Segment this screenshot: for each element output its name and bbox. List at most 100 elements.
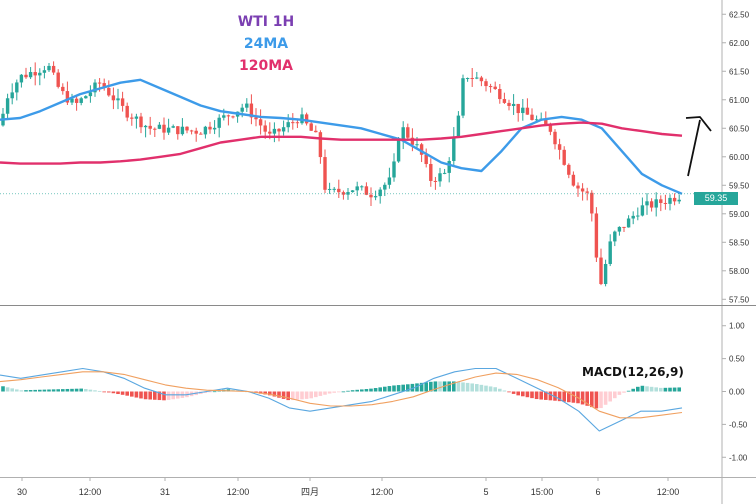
macd-histogram-bar [557, 391, 562, 402]
macd-histogram-bar [56, 389, 60, 392]
candle-body [51, 65, 56, 73]
candle-body [281, 127, 286, 132]
macd-histogram-bar [295, 391, 300, 400]
macd-histogram-bar [111, 391, 116, 394]
macd-tick-label: -0.50 [729, 420, 748, 429]
candle-body [24, 74, 28, 78]
candle-body [383, 184, 387, 190]
candle-body [272, 128, 277, 134]
candle-body [511, 103, 516, 106]
candle-body [452, 136, 456, 161]
candle-body [286, 122, 290, 128]
candle-body [562, 149, 566, 165]
macd-histogram-bar [631, 388, 635, 392]
macd-histogram-bar [608, 391, 612, 402]
macd-histogram-bar [15, 389, 19, 392]
macd-histogram-bar [148, 391, 152, 400]
time-tick-label: 6 [595, 487, 600, 497]
macd-histogram-bar [465, 382, 470, 392]
candle-body [613, 231, 617, 242]
candle-body [171, 126, 175, 128]
macd-histogram-bar [599, 391, 603, 409]
candle-body [534, 119, 539, 121]
candle-body [346, 192, 350, 195]
candle-body [153, 128, 157, 130]
macd-histogram-bar [603, 391, 608, 405]
candle-body [194, 130, 198, 134]
candle-body [33, 72, 37, 76]
macd-histogram-bar [668, 387, 672, 392]
candle-body [350, 190, 355, 193]
macd-histogram-bar [640, 385, 645, 392]
candle-body [203, 126, 208, 135]
price-tick-label: 60.50 [729, 124, 750, 133]
macd-histogram-bar [360, 389, 364, 392]
candle-body [217, 117, 221, 128]
candle-body [139, 116, 143, 128]
macd-histogram-bar [130, 391, 134, 397]
candle-body [645, 201, 649, 206]
candle-body [166, 127, 171, 133]
macd-histogram-bar [580, 391, 585, 405]
macd-histogram-bar [470, 383, 474, 392]
macd-histogram-bar [107, 391, 111, 393]
candle-body [19, 74, 24, 83]
price-tick-label: 61.00 [729, 96, 750, 105]
macd-histogram-bar [19, 390, 24, 392]
time-tick-label: 15:00 [531, 487, 554, 497]
candle-body [254, 117, 258, 120]
candle-body [672, 197, 677, 202]
macd-histogram-bar [484, 385, 488, 392]
projection-arrow-shaft [687, 119, 701, 177]
macd-histogram-bar [116, 391, 120, 395]
price-tick-label: 62.00 [729, 39, 750, 48]
candle-body [502, 99, 507, 103]
macd-histogram-bar [544, 391, 548, 400]
macd-histogram-bar [153, 391, 157, 400]
macd-histogram-bar [70, 388, 74, 392]
time-tick-label: 30 [17, 487, 27, 497]
candle-body [438, 173, 442, 182]
macd-histogram-bar [383, 386, 387, 392]
candle-body [392, 161, 396, 178]
candle-body [332, 188, 336, 190]
macd-histogram-bar [74, 388, 79, 392]
candle-body [507, 102, 511, 106]
candle-body [576, 185, 580, 189]
macd-histogram-bar [143, 391, 148, 400]
candle-body [479, 77, 484, 82]
candle-body [465, 78, 470, 80]
candle-body [447, 160, 451, 173]
macd-histogram-bar [304, 391, 309, 399]
macd-histogram-bar [415, 383, 419, 392]
candle-body [231, 116, 235, 118]
candle-body [599, 257, 603, 285]
candle-body [498, 88, 502, 100]
candle-body [433, 180, 438, 182]
candle-body [5, 98, 10, 114]
macd-histogram-bar [332, 391, 336, 393]
time-tick-label: 12:00 [371, 487, 394, 497]
macd-histogram-bar [79, 388, 83, 392]
macd-histogram-bar [447, 381, 451, 392]
macd-histogram-bar [1, 386, 5, 392]
macd-histogram-bar [88, 389, 93, 392]
signal-line [0, 371, 683, 419]
candle-body [626, 218, 631, 228]
macd-histogram-bar [534, 391, 539, 400]
candle-body [649, 201, 654, 208]
macd-histogram-bar [521, 391, 525, 397]
macd-histogram-bar [498, 388, 502, 392]
macd-histogram-bar [617, 391, 622, 395]
price-tick-label: 61.50 [729, 67, 750, 76]
candle-body [240, 107, 244, 112]
candle-body [617, 226, 622, 232]
candle-body [622, 226, 626, 228]
candle-body [659, 199, 663, 203]
macd-histogram-bar [355, 389, 359, 392]
macd-histogram-bar [337, 391, 341, 393]
candle-body [442, 172, 447, 174]
candle-body [134, 116, 139, 119]
macd-histogram-bar [157, 391, 162, 401]
candle-body [544, 118, 548, 125]
